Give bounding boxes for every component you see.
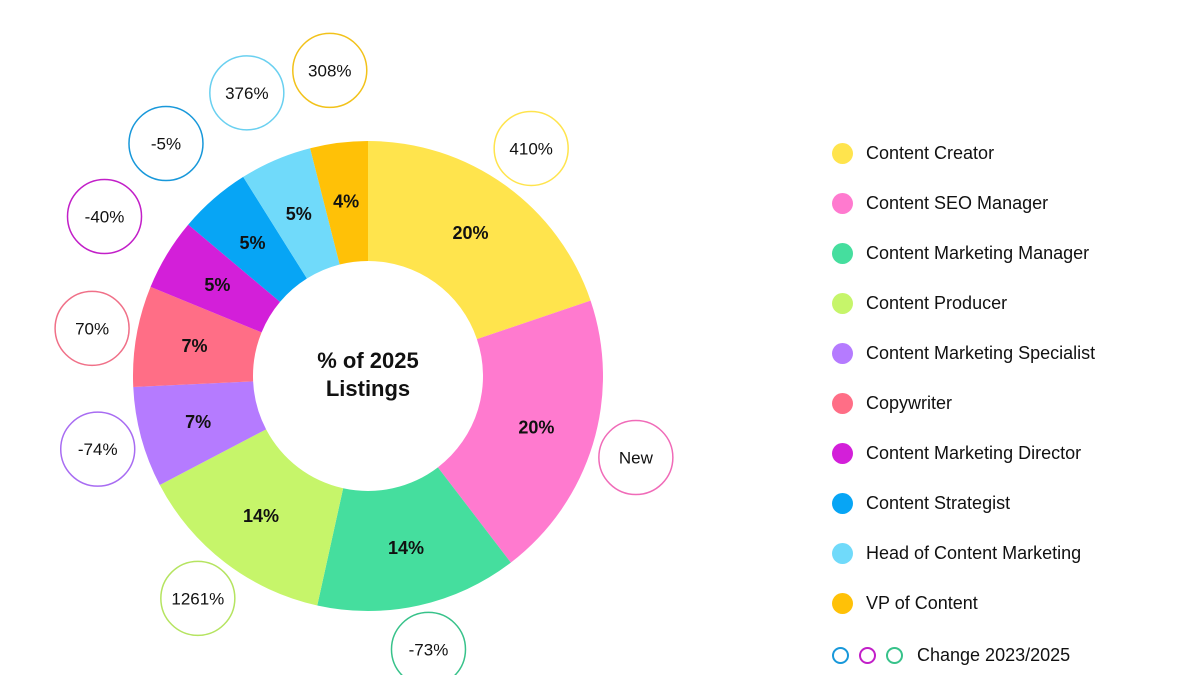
- change-ring-content-marketing-director: [66, 178, 143, 255]
- legend-label: Content Marketing Specialist: [866, 342, 1096, 363]
- legend-label: Content Strategist: [866, 492, 1011, 513]
- legend-swatch: [832, 192, 853, 214]
- slice-vp-of-content: [310, 141, 368, 265]
- legend-item-content-marketing-specialist: Content Marketing Specialist: [832, 328, 1095, 378]
- legend-item-content-strategist: Content Strategist: [832, 478, 1095, 528]
- legend-label: Copywriter: [866, 392, 953, 413]
- slice-copywriter: [133, 286, 262, 387]
- change-value-label: 410%: [509, 139, 552, 158]
- slice-content-marketing-specialist: [133, 381, 267, 485]
- legend-item-vp-of-content: VP of Content: [832, 578, 1095, 628]
- legend-swatch: [832, 142, 853, 164]
- change-value-label: -74%: [78, 440, 118, 459]
- center-title-line-1: % of 2025: [317, 348, 419, 373]
- slice-value-label: 5%: [204, 275, 230, 295]
- slice-labels-layer: 20% 20% 14% 14% 7% 7% 5% 5% 5% 4%: [182, 191, 555, 557]
- legend-swatch: [832, 342, 853, 364]
- change-legend: Change 2023/2025: [832, 645, 1070, 666]
- slice-value-label: 20%: [453, 223, 489, 243]
- change-value-label: 1261%: [171, 589, 224, 608]
- change-value-label: 70%: [75, 319, 109, 338]
- legend-swatch: [832, 242, 853, 264]
- change-ring-content-creator: [493, 110, 569, 187]
- change-legend-ring-1: [832, 647, 849, 664]
- change-ring-content-marketing-manager: [390, 611, 467, 675]
- slice-value-label: 20%: [518, 417, 554, 437]
- slice-content-marketing-manager: [317, 467, 511, 611]
- change-ring-vp-of-content: [292, 32, 368, 109]
- change-ring-copywriter: [54, 290, 130, 367]
- legend-swatch: [832, 392, 853, 414]
- legend-item-content-marketing-manager: Content Marketing Manager: [832, 228, 1095, 278]
- slice-head-of-content-marketing: [243, 148, 340, 279]
- center-title-line-2: Listings: [326, 376, 410, 401]
- legend-swatch: [832, 492, 853, 514]
- slice-content-strategist: [188, 176, 307, 302]
- slice-content-marketing-director: [150, 224, 281, 333]
- legend-item-content-marketing-director: Content Marketing Director: [832, 428, 1095, 478]
- legend-swatch: [832, 442, 853, 464]
- legend-item-content-creator: Content Creator: [832, 128, 1095, 178]
- slice-value-label: 5%: [240, 233, 266, 253]
- change-legend-label: Change 2023/2025: [917, 645, 1071, 665]
- slice-value-label: 14%: [388, 538, 424, 558]
- slice-value-label: 7%: [182, 336, 208, 356]
- change-value-label: New: [619, 449, 654, 468]
- change-ring-content-strategist: [128, 105, 204, 182]
- change-legend-ring-2: [859, 647, 876, 664]
- legend-swatch: [832, 292, 853, 314]
- legend-label: Head of Content Marketing: [866, 542, 1082, 563]
- legend-item-head-of-content-marketing: Head of Content Marketing: [832, 528, 1095, 578]
- chart-center-title: % of 2025 Listings: [317, 348, 419, 401]
- chart-legend: Content Creator Content SEO Manager Conten…: [832, 128, 1095, 628]
- slice-content-producer: [159, 429, 344, 606]
- slice-content-creator: [368, 141, 591, 340]
- slice-value-label: 7%: [185, 412, 211, 432]
- change-value-label: 308%: [308, 61, 351, 80]
- slices-layer: [133, 141, 603, 611]
- change-value-label: -5%: [151, 135, 181, 154]
- legend-label: Content Marketing Manager: [866, 242, 1090, 263]
- legend-item-content-producer: Content Producer: [832, 278, 1095, 328]
- change-value-label: 376%: [225, 84, 268, 103]
- legend-label: Content SEO Manager: [866, 192, 1049, 213]
- legend-item-copywriter: Copywriter: [832, 378, 1095, 428]
- change-value-label: -73%: [409, 640, 449, 659]
- change-ring-content-seo-manager: [598, 419, 674, 496]
- change-rings-layer: 410% New -73% 1261% -74% 70% -40% -5% 376% 308%: [54, 32, 674, 675]
- change-legend-ring-3: [886, 647, 903, 664]
- change-value-label: -40%: [85, 208, 125, 227]
- legend-item-content-seo-manager: Content SEO Manager: [832, 178, 1095, 228]
- legend-label: Content Creator: [866, 142, 995, 163]
- slice-value-label: 5%: [286, 204, 312, 224]
- legend-label: VP of Content: [866, 592, 978, 613]
- slice-value-label: 4%: [333, 191, 359, 211]
- change-ring-content-producer: [160, 560, 236, 637]
- legend-label: Content Producer: [866, 292, 1008, 313]
- legend-swatch: [832, 542, 853, 564]
- legend-swatch: [832, 592, 853, 614]
- legend-label: Content Marketing Director: [866, 442, 1082, 463]
- change-ring-content-marketing-specialist: [59, 411, 136, 487]
- slice-content-seo-manager: [437, 300, 603, 563]
- change-ring-head-of-content-marketing: [209, 55, 285, 131]
- slice-value-label: 14%: [243, 506, 279, 526]
